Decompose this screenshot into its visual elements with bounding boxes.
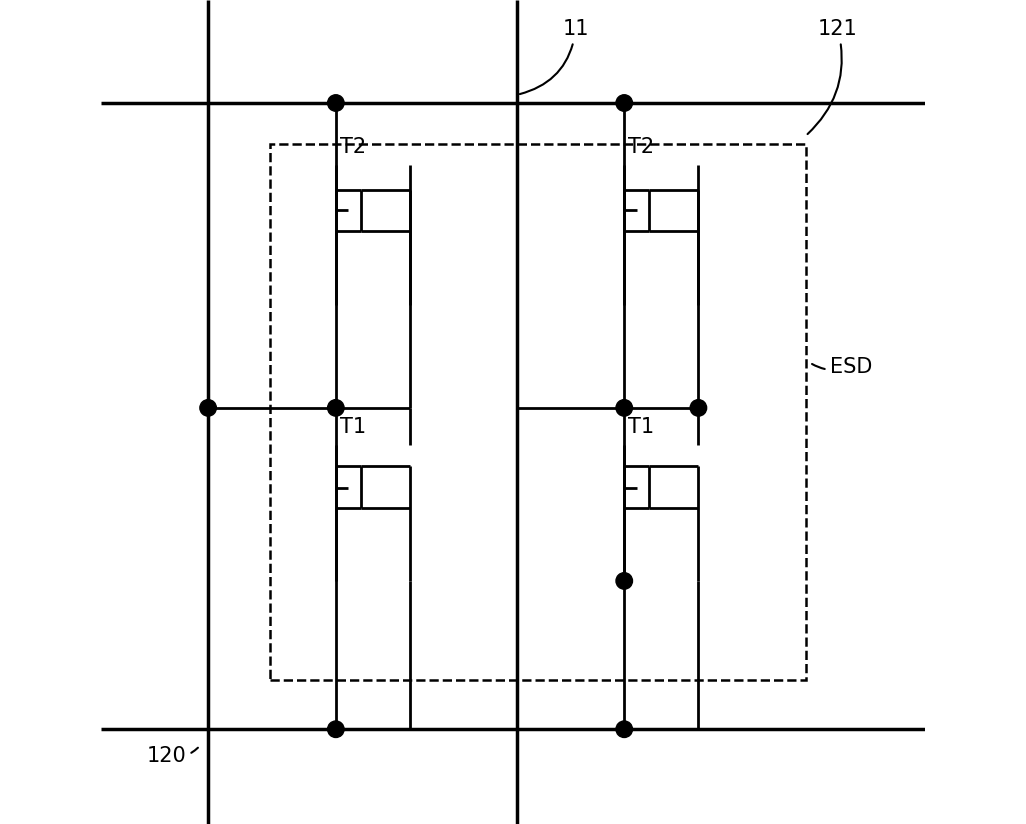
Circle shape — [616, 95, 632, 111]
Circle shape — [327, 95, 344, 111]
Text: 120: 120 — [147, 746, 198, 765]
Text: T2: T2 — [340, 137, 366, 157]
Circle shape — [327, 400, 344, 416]
Bar — [270, 144, 805, 680]
Circle shape — [327, 721, 344, 737]
Text: T1: T1 — [340, 417, 366, 437]
Circle shape — [616, 400, 632, 416]
Text: 121: 121 — [807, 19, 858, 134]
Text: 11: 11 — [520, 19, 589, 94]
Text: T1: T1 — [628, 417, 655, 437]
Circle shape — [200, 400, 216, 416]
Text: ESD: ESD — [812, 357, 873, 377]
Text: T2: T2 — [628, 137, 655, 157]
Circle shape — [616, 721, 632, 737]
Circle shape — [616, 573, 632, 589]
Circle shape — [690, 400, 707, 416]
